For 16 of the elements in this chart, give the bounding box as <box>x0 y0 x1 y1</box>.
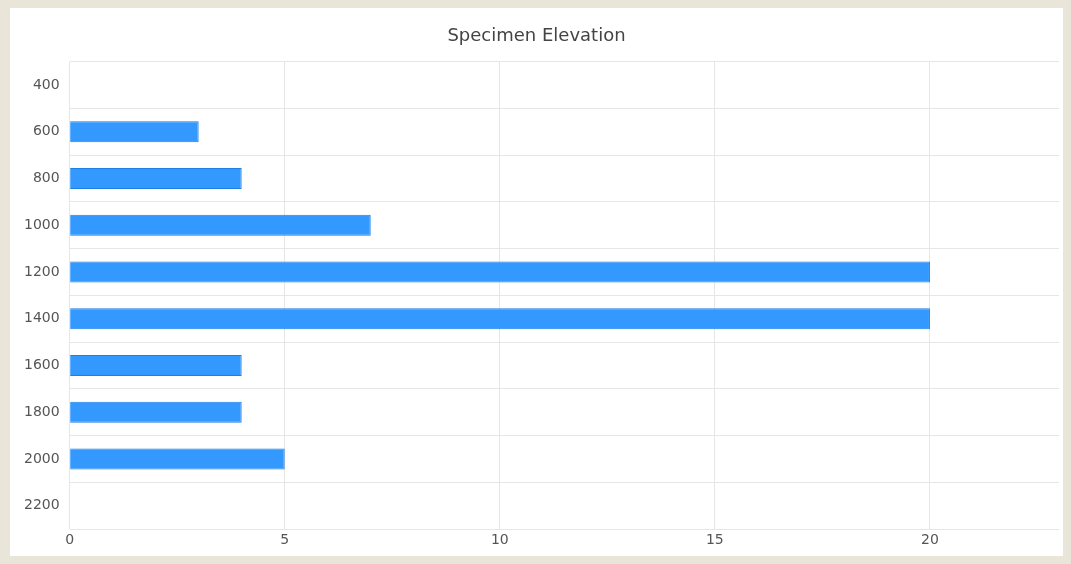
y-tick-label: 1600 <box>23 356 60 373</box>
x-tick-label: 5 <box>280 531 290 548</box>
x-tick-label: 10 <box>490 531 509 548</box>
y-tick-label: 1800 <box>23 402 60 419</box>
y-tick-label: 2200 <box>23 496 60 513</box>
y-tick-label: 1400 <box>23 309 60 326</box>
x-tick-label: 15 <box>705 531 724 548</box>
y-tick-label: 600 <box>32 122 60 139</box>
y-tick-label: 1200 <box>23 262 60 279</box>
y-tick-label: 800 <box>32 169 60 186</box>
y-tick-label: 1000 <box>23 215 60 232</box>
y-tick-label: 400 <box>32 75 60 92</box>
chart-title: Specimen Elevation <box>447 24 626 46</box>
y-tick-label: 2000 <box>23 449 60 466</box>
x-tick-label: 20 <box>921 531 939 548</box>
x-tick-label: 0 <box>65 531 75 548</box>
